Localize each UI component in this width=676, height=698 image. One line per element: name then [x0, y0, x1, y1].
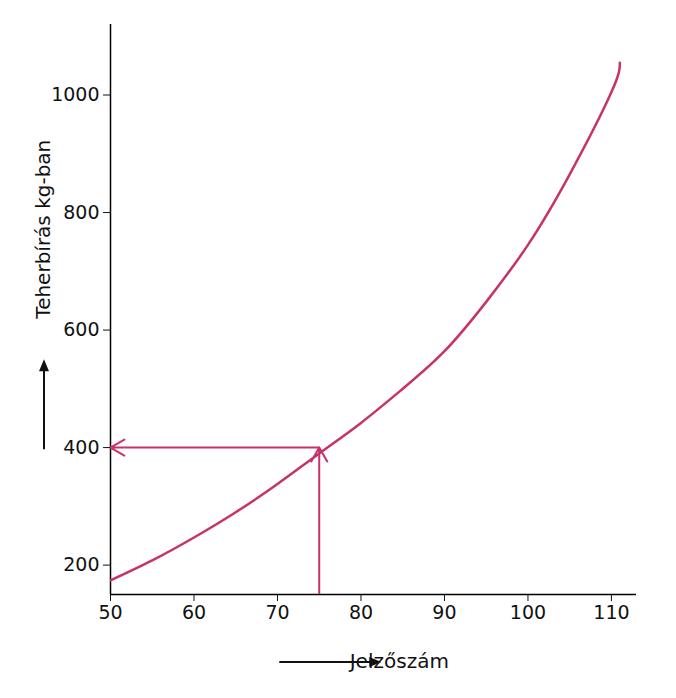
svg-text:Teherbírás kg-ban: Teherbírás kg-ban — [31, 140, 55, 320]
svg-text:70: 70 — [265, 601, 289, 623]
svg-text:110: 110 — [593, 601, 629, 623]
svg-text:Jelzőszám: Jelzőszám — [348, 649, 449, 673]
svg-text:600: 600 — [63, 318, 99, 340]
svg-text:400: 400 — [63, 436, 99, 458]
svg-text:1000: 1000 — [51, 83, 99, 105]
svg-text:800: 800 — [63, 201, 99, 223]
svg-text:100: 100 — [510, 601, 546, 623]
svg-text:200: 200 — [63, 553, 99, 575]
svg-text:90: 90 — [432, 601, 456, 623]
svg-text:50: 50 — [98, 601, 122, 623]
svg-text:60: 60 — [182, 601, 206, 623]
svg-text:80: 80 — [349, 601, 373, 623]
